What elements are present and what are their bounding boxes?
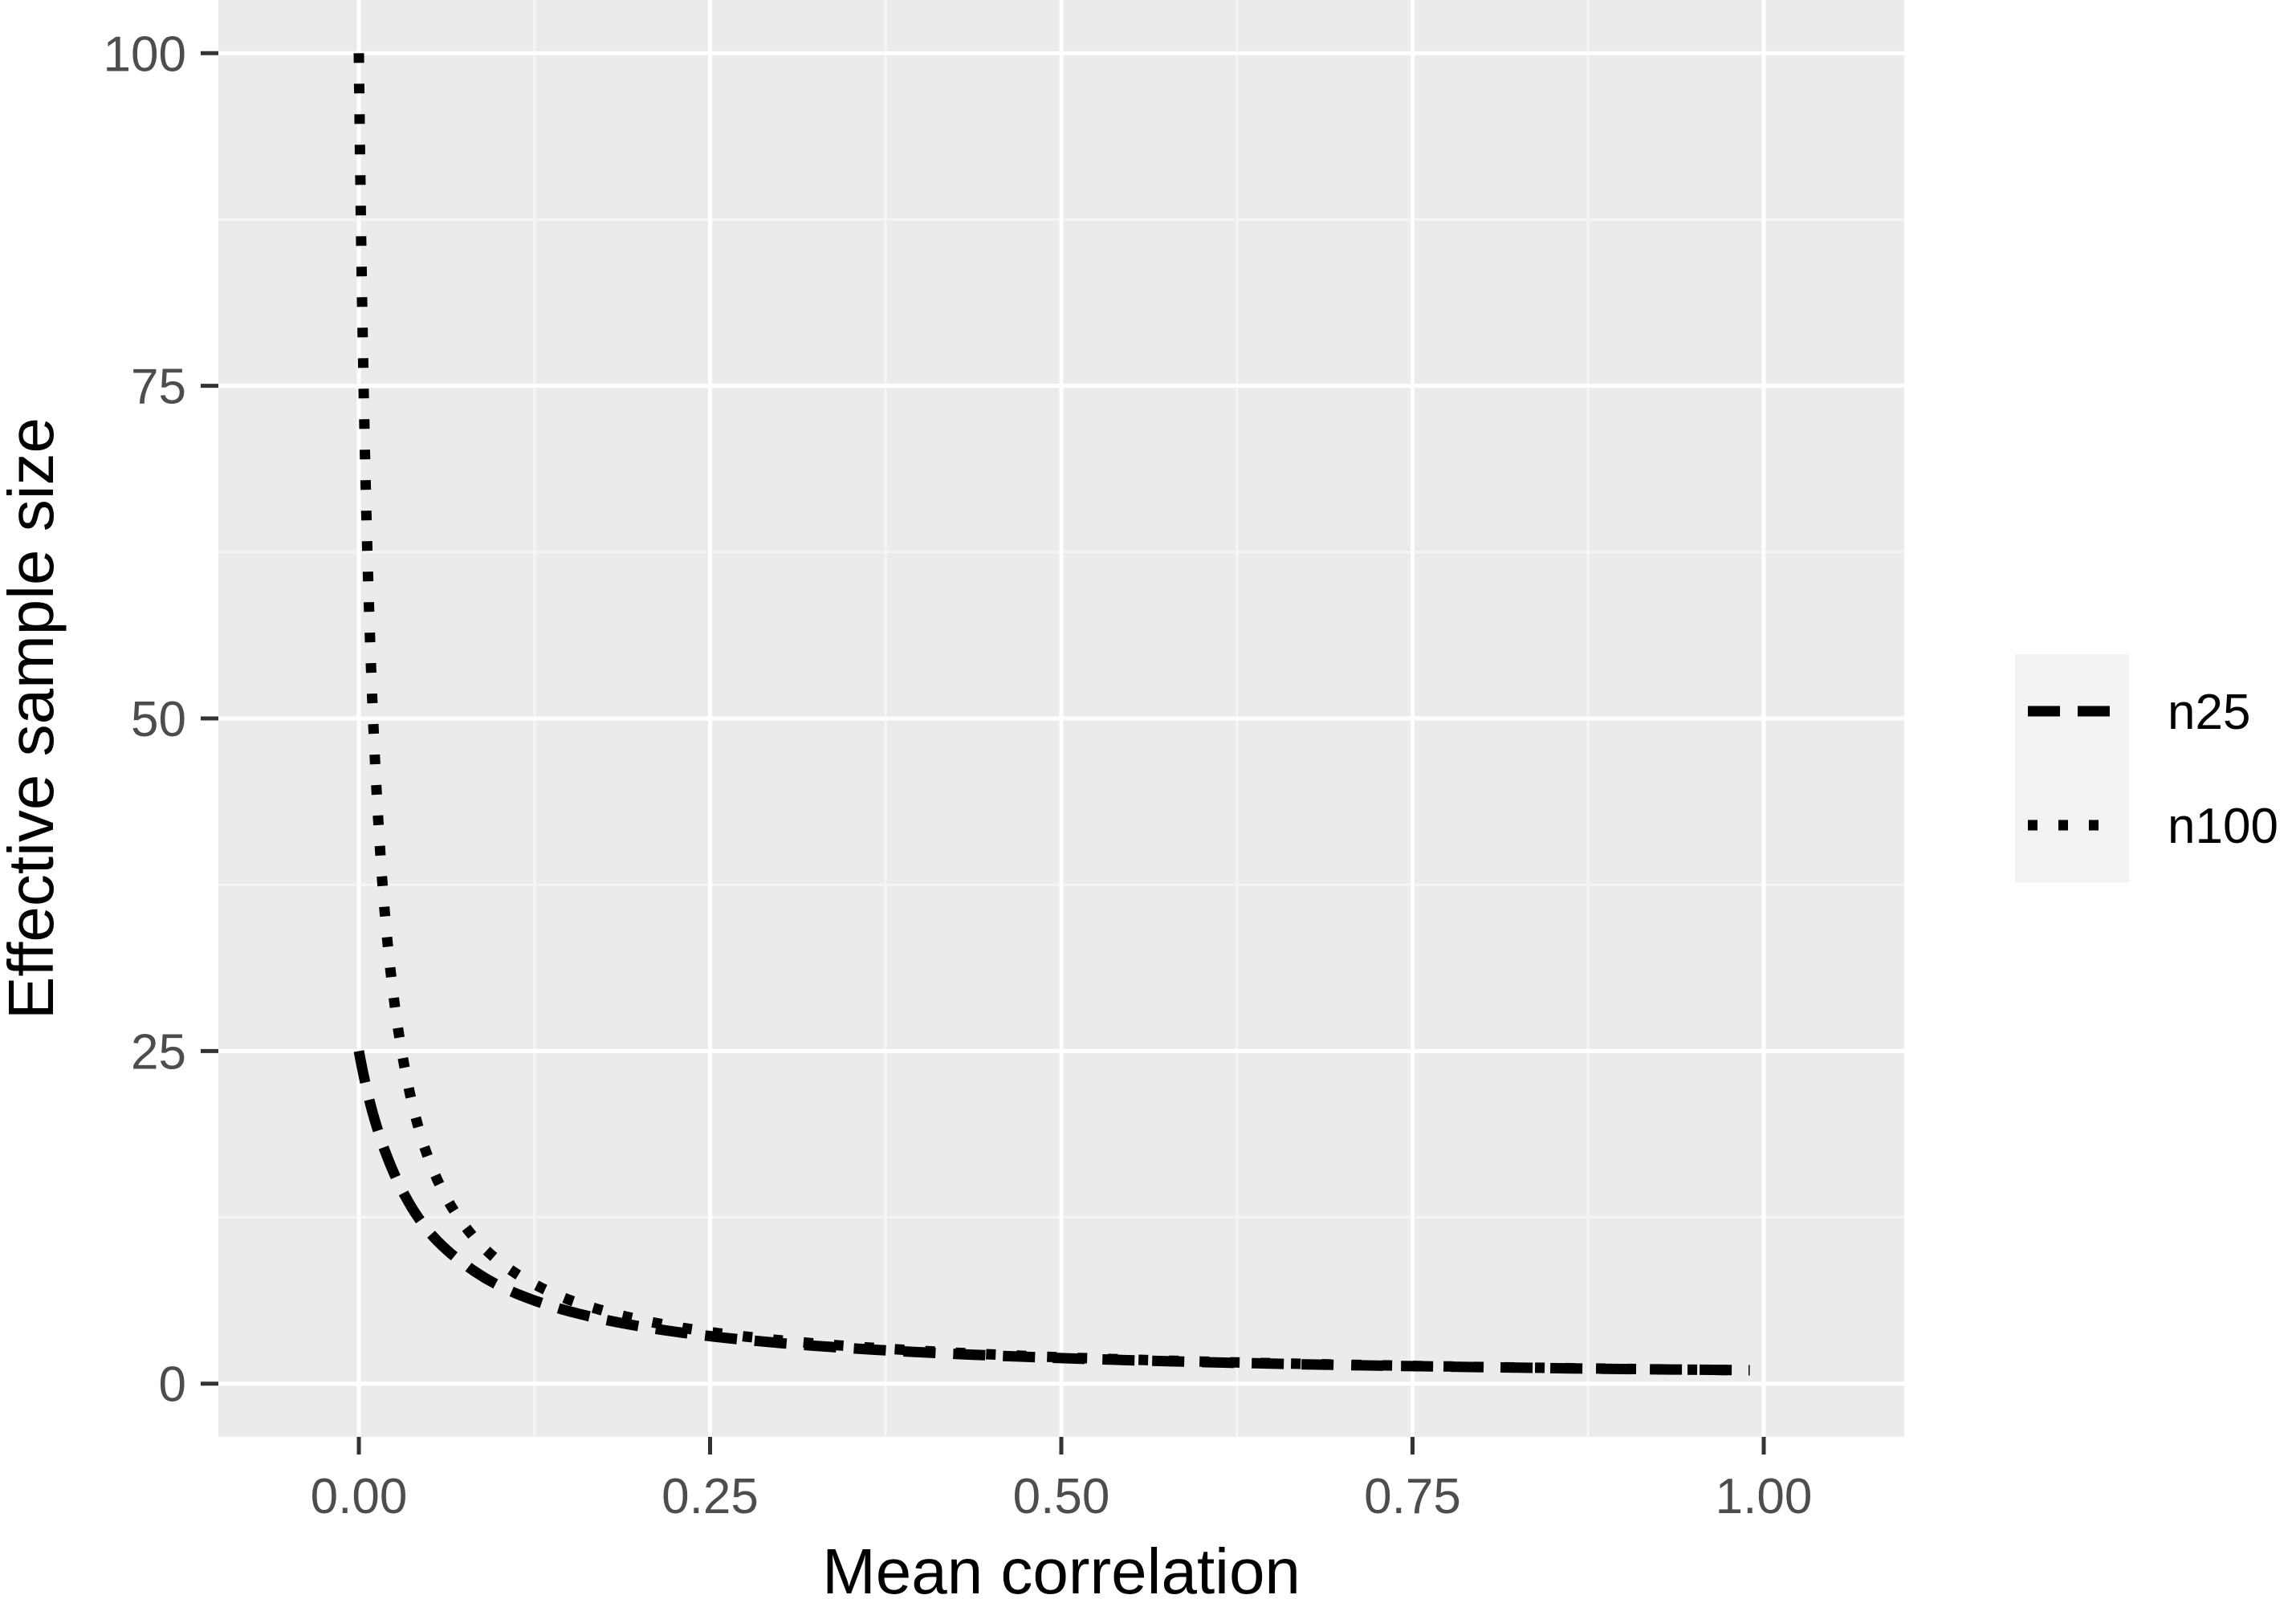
legend-key-background [2015, 654, 2129, 882]
legend-label-n100: n100 [2168, 799, 2278, 854]
legend-label-n25: n25 [2168, 685, 2250, 740]
series-line-n25 [353, 1050, 1750, 1376]
y-tick-label: 100 [104, 26, 186, 82]
y-tick-label: 50 [131, 692, 186, 747]
series-lines [353, 53, 1750, 1376]
x-tick-label: 1.00 [1716, 1469, 1813, 1524]
y-tick-label: 25 [131, 1024, 186, 1080]
y-tick-label: 0 [159, 1357, 186, 1413]
y-axis-ticks: 0 25 50 75 100 [104, 26, 218, 1413]
x-tick-label: 0.25 [662, 1469, 759, 1524]
x-axis-ticks: 0.00 0.25 0.50 0.75 1.00 [311, 1437, 1813, 1524]
x-tick-label: 0.75 [1364, 1469, 1461, 1524]
y-tick-label: 75 [131, 360, 186, 415]
x-tick-label: 0.00 [311, 1469, 408, 1524]
x-tick-label: 0.50 [1013, 1469, 1110, 1524]
x-axis-title: Mean correlation [822, 1536, 1301, 1599]
series-line-n100 [353, 53, 1750, 1376]
y-axis-title: Effective sample size [0, 417, 67, 1019]
legend: n25 n100 [2015, 654, 2278, 882]
